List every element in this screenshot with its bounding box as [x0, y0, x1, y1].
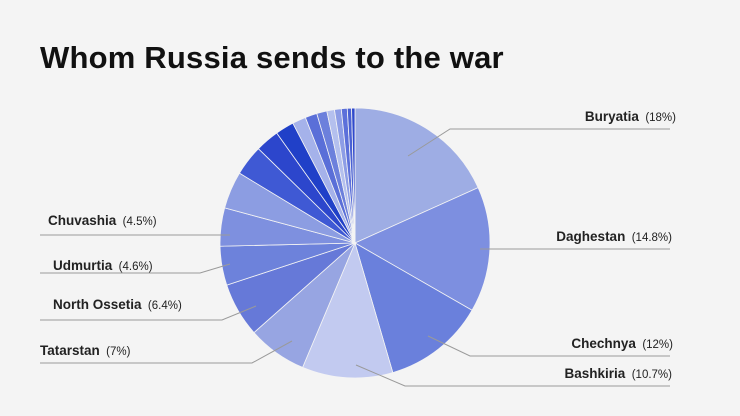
slice-label-chechnya: Chechnya (12%) — [571, 336, 673, 351]
slice-label-bashkiria-name: Bashkiria — [565, 366, 626, 381]
chart-title: Whom Russia sends to the war — [40, 40, 504, 75]
slice-label-tatarstan-percent: (7%) — [106, 346, 130, 358]
slice-label-buryatia-name: Buryatia — [585, 109, 640, 124]
pie-slice-bashkiria — [302, 241, 394, 379]
slice-label-tatarstan-name: Tatarstan — [40, 343, 100, 358]
slice-label-north-ossetia: North Ossetia (6.4%) — [53, 297, 182, 312]
slice-label-buryatia-percent: (18%) — [645, 112, 676, 124]
slice-label-bashkiria: Bashkiria (10.7%) — [565, 366, 673, 381]
pie-slices — [219, 107, 491, 379]
slice-label-north-ossetia-percent: (6.4%) — [148, 300, 182, 312]
leader-lines — [40, 128, 670, 387]
slice-label-udmurtia: Udmurtia (4.6%) — [53, 258, 153, 273]
slice-label-daghestan: Daghestan (14.8%) — [556, 229, 672, 244]
slice-label-chechnya-percent: (12%) — [642, 339, 673, 351]
slice-label-chuvashia: Chuvashia (4.5%) — [48, 213, 157, 228]
leader-line-bashkiria — [355, 364, 670, 387]
pie-slice-other-12 — [351, 107, 356, 244]
leader-line-buryatia — [407, 128, 670, 157]
leader-line-chechnya — [427, 335, 670, 357]
slice-label-daghestan-percent: (14.8%) — [632, 232, 672, 244]
slice-label-north-ossetia-name: North Ossetia — [53, 297, 142, 312]
slice-label-chuvashia-name: Chuvashia — [48, 213, 117, 228]
slice-label-udmurtia-name: Udmurtia — [53, 258, 113, 273]
slice-label-udmurtia-percent: (4.6%) — [119, 261, 153, 273]
pie-slice-chechnya — [354, 242, 473, 374]
pie-slice-buryatia — [354, 107, 479, 244]
slice-label-bashkiria-percent: (10.7%) — [632, 369, 672, 381]
leader-line-north-ossetia — [40, 305, 257, 321]
leader-line-udmurtia — [40, 263, 231, 274]
pie-slice-daghestan — [354, 187, 491, 311]
slice-label-buryatia: Buryatia (18%) — [585, 109, 676, 124]
slice-label-tatarstan: Tatarstan (7%) — [40, 343, 131, 358]
leader-line-tatarstan — [40, 340, 293, 364]
slice-label-chechnya-name: Chechnya — [571, 336, 636, 351]
slice-labels: Buryatia (18%) Daghestan (14.8%) Chechnya … — [40, 109, 676, 381]
slice-label-chuvashia-percent: (4.5%) — [123, 216, 157, 228]
slice-label-daghestan-name: Daghestan — [556, 229, 625, 244]
